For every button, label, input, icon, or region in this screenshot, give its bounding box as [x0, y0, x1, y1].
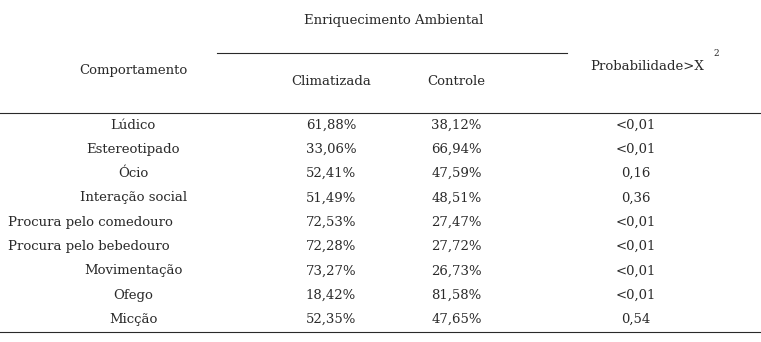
- Text: Ofego: Ofego: [113, 289, 153, 302]
- Text: 52,41%: 52,41%: [306, 167, 356, 180]
- Text: 33,06%: 33,06%: [306, 143, 356, 156]
- Text: <0,01: <0,01: [615, 289, 656, 302]
- Text: <0,01: <0,01: [615, 240, 656, 253]
- Text: 66,94%: 66,94%: [431, 143, 482, 156]
- Text: 61,88%: 61,88%: [306, 119, 356, 132]
- Text: 72,53%: 72,53%: [306, 216, 356, 229]
- Text: 52,35%: 52,35%: [306, 313, 356, 326]
- Text: <0,01: <0,01: [615, 264, 656, 277]
- Text: Probabilidade>X: Probabilidade>X: [590, 60, 703, 73]
- Text: 27,72%: 27,72%: [431, 240, 482, 253]
- Text: 0,16: 0,16: [621, 167, 650, 180]
- Text: 27,47%: 27,47%: [431, 216, 482, 229]
- Text: 38,12%: 38,12%: [431, 119, 482, 132]
- Text: 0,54: 0,54: [621, 313, 650, 326]
- Text: 51,49%: 51,49%: [306, 192, 356, 205]
- Text: Lúdico: Lúdico: [110, 119, 156, 132]
- Text: Micção: Micção: [109, 313, 158, 326]
- Text: Climatizada: Climatizada: [291, 75, 371, 88]
- Text: Controle: Controle: [428, 75, 486, 88]
- Text: Procura pelo comedouro: Procura pelo comedouro: [8, 216, 173, 229]
- Text: 26,73%: 26,73%: [431, 264, 482, 277]
- Text: 48,51%: 48,51%: [431, 192, 482, 205]
- Text: <0,01: <0,01: [615, 119, 656, 132]
- Text: 73,27%: 73,27%: [306, 264, 356, 277]
- Text: Ócio: Ócio: [118, 167, 148, 180]
- Text: Movimentação: Movimentação: [84, 264, 183, 277]
- Text: 18,42%: 18,42%: [306, 289, 356, 302]
- Text: Enriquecimento Ambiental: Enriquecimento Ambiental: [304, 14, 483, 27]
- Text: Comportamento: Comportamento: [79, 64, 187, 77]
- Text: <0,01: <0,01: [615, 143, 656, 156]
- Text: <0,01: <0,01: [615, 216, 656, 229]
- Text: 81,58%: 81,58%: [431, 289, 482, 302]
- Text: 2: 2: [714, 49, 719, 57]
- Text: Interação social: Interação social: [80, 192, 186, 205]
- Text: Estereotipado: Estereotipado: [87, 143, 180, 156]
- Text: 72,28%: 72,28%: [306, 240, 356, 253]
- Text: 47,59%: 47,59%: [431, 167, 482, 180]
- Text: 47,65%: 47,65%: [431, 313, 482, 326]
- Text: Procura pelo bebedouro: Procura pelo bebedouro: [8, 240, 169, 253]
- Text: 0,36: 0,36: [621, 192, 650, 205]
